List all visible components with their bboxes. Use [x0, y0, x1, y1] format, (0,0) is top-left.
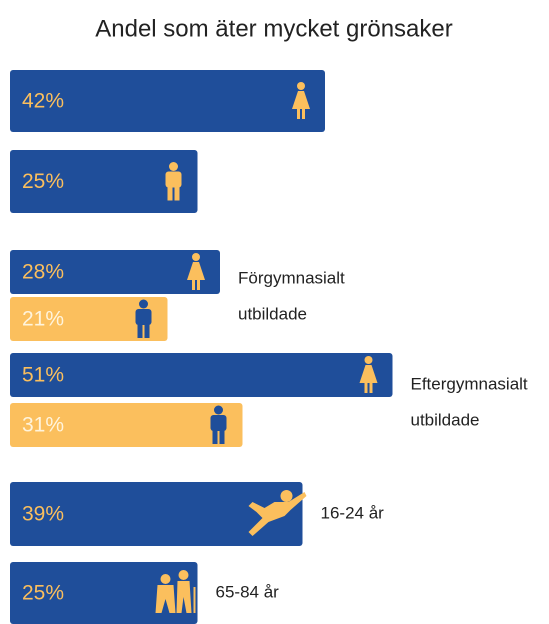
icon-part: [192, 280, 195, 290]
icon-part: [139, 300, 148, 309]
group-label: utbildade: [411, 410, 480, 429]
icon-part: [138, 324, 143, 338]
group-label: 65-84 år: [216, 582, 280, 601]
icon-part: [175, 187, 180, 201]
icon-part: [211, 415, 227, 431]
icon-part: [192, 253, 200, 261]
icon-part: [214, 406, 223, 415]
icon-part: [297, 109, 300, 119]
chart-title: Andel som äter mycket grönsaker: [95, 15, 452, 42]
value-label: 21%: [22, 308, 64, 331]
icon-part: [136, 309, 152, 325]
value-label: 42%: [22, 90, 64, 113]
icon-part: [365, 383, 368, 393]
icon-part: [166, 172, 182, 188]
group-label: utbildade: [238, 304, 307, 323]
value-label: 39%: [22, 503, 64, 526]
chart: Andel som äter mycket grönsaker 42% 25% 28…: [0, 0, 549, 624]
icon-part: [302, 109, 305, 119]
icon-part: [179, 570, 189, 580]
icon-part: [168, 187, 173, 201]
group-label: Eftergymnasialt: [411, 374, 528, 393]
icon-part: [281, 490, 293, 502]
icon-part: [194, 587, 196, 613]
icon-part: [213, 430, 218, 444]
icon-part: [145, 324, 150, 338]
icon-part: [169, 162, 178, 171]
value-label: 25%: [22, 582, 64, 605]
value-label: 25%: [22, 170, 64, 193]
icon-part: [297, 82, 305, 90]
icon-part: [161, 574, 171, 584]
value-label: 31%: [22, 414, 64, 437]
icon-part: [365, 356, 373, 364]
group-label: Förgymnasialt: [238, 268, 345, 287]
bar: [10, 353, 393, 397]
icon-part: [197, 280, 200, 290]
value-label: 51%: [22, 364, 64, 387]
group-label: 16-24 år: [321, 503, 385, 522]
value-label: 28%: [22, 261, 64, 284]
icon-part: [370, 383, 373, 393]
icon-part: [220, 430, 225, 444]
